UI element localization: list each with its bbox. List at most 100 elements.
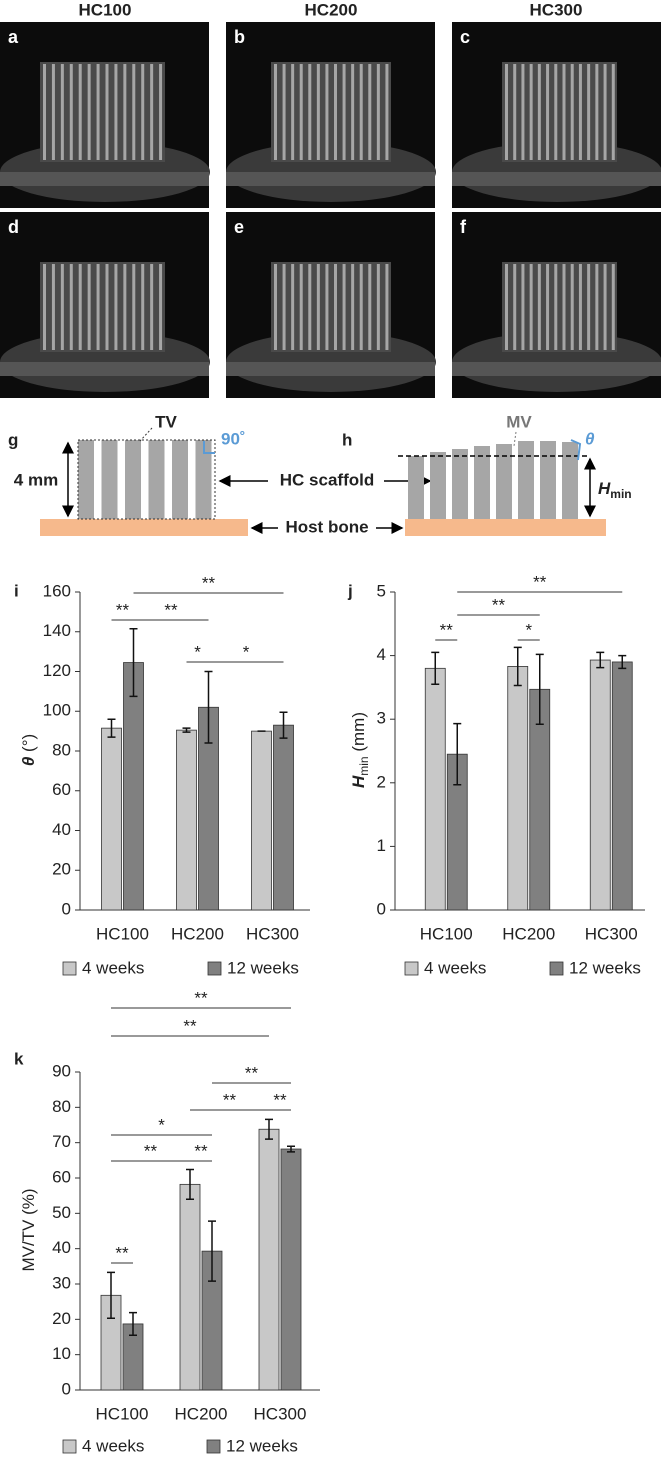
schematic-h: h MV θ Hmin	[342, 412, 632, 536]
y-label-unit: (°)	[19, 734, 38, 752]
strut	[359, 264, 363, 350]
y-label-unit: (mm)	[349, 712, 368, 752]
strut	[316, 64, 320, 160]
tv-label: TV	[155, 412, 177, 431]
strut	[562, 264, 566, 350]
y-tick-label: 80	[52, 740, 71, 759]
error-bar	[182, 727, 191, 733]
strut	[334, 64, 337, 160]
strut	[291, 64, 295, 160]
bar	[258, 1128, 280, 1391]
strut	[521, 264, 525, 350]
strut	[368, 264, 372, 350]
strut	[505, 64, 508, 160]
error-bar	[186, 1168, 194, 1200]
strut	[132, 64, 136, 160]
strut	[452, 449, 468, 519]
error-bar	[107, 1271, 115, 1320]
strut	[587, 264, 591, 350]
strut	[69, 64, 73, 160]
y-tick-label: 160	[43, 581, 71, 600]
hmin-subscript: min	[610, 487, 631, 501]
strut	[554, 64, 558, 160]
strut	[603, 64, 607, 160]
y-axis-label: θ (°)	[19, 734, 38, 766]
significance-label: **	[245, 1063, 259, 1082]
y-tick-label: 60	[52, 1167, 71, 1186]
strut	[282, 264, 286, 350]
strut	[159, 264, 163, 350]
host-bone	[0, 172, 209, 186]
strut	[148, 440, 165, 519]
strut	[274, 264, 277, 350]
strut	[385, 64, 389, 160]
strut	[96, 64, 100, 160]
legend-swatch	[404, 961, 419, 976]
panel-letter: b	[234, 27, 245, 47]
scaffold	[502, 62, 617, 162]
column-header: HC100	[79, 0, 132, 19]
panel-letter: a	[8, 27, 19, 47]
strut	[51, 264, 55, 350]
strut	[325, 264, 329, 350]
bar	[589, 659, 611, 911]
height-label: 4 mm	[14, 470, 58, 489]
strut	[570, 64, 574, 160]
strut	[334, 264, 337, 350]
significance-label: *	[243, 642, 250, 661]
y-label-symbol: H	[349, 775, 368, 788]
strut	[505, 264, 508, 350]
x-tick-label: HC300	[254, 1404, 307, 1423]
significance-label: **	[183, 1016, 197, 1035]
schematic-g: g TV 90˚ 4 mm HC scaffold Host bone	[8, 412, 432, 536]
x-tick-label: HC200	[171, 924, 224, 943]
theta-label: θ	[585, 429, 595, 448]
y-tick-label: 20	[52, 1309, 71, 1328]
panel-letter: i	[14, 581, 19, 600]
strut	[87, 264, 91, 350]
legend-label: 12 weeks	[227, 958, 299, 977]
strut	[195, 440, 212, 519]
chart: i 0 20 40 60 80 100 120 140 160 θ (°) HC100 HC200 HC3…	[14, 573, 310, 977]
bar	[611, 661, 633, 911]
error-bar	[204, 670, 213, 744]
y-tick-label: 90	[52, 1061, 71, 1080]
error-bar	[513, 646, 522, 687]
strut	[132, 264, 136, 350]
error-bar	[287, 1145, 295, 1153]
legend-label: 4 weeks	[424, 958, 486, 977]
strut	[60, 264, 64, 350]
error-bar	[453, 722, 462, 786]
strut	[172, 440, 188, 519]
strut	[595, 64, 599, 160]
x-tick-label: HC200	[175, 1404, 228, 1423]
strut	[123, 64, 127, 160]
strut	[554, 264, 558, 350]
y-tick-label: 50	[52, 1203, 71, 1222]
angle-mark	[570, 439, 582, 461]
error-bar	[279, 711, 288, 739]
scaffold	[502, 262, 617, 352]
chart: k 0 10 20 30 40 50 60 70 80 90 MV/TV (%) HC100 HC200 H…	[14, 988, 320, 1455]
strut	[69, 264, 73, 350]
tv-outline	[77, 439, 216, 520]
strut	[359, 64, 363, 160]
strut	[546, 64, 550, 160]
significance-label: *	[194, 642, 201, 661]
strut	[150, 64, 154, 160]
strut	[78, 440, 94, 519]
host-bone	[405, 519, 606, 536]
y-tick-label: 80	[52, 1097, 71, 1116]
strut	[611, 264, 615, 350]
strut	[611, 64, 615, 160]
strut	[518, 441, 534, 519]
host-bone	[0, 362, 209, 376]
strut	[51, 64, 55, 160]
legend-label: 4 weeks	[82, 958, 144, 977]
error-bar	[618, 654, 627, 670]
mv-label: MV	[506, 412, 532, 431]
y-tick-label: 0	[377, 899, 386, 918]
strut	[105, 264, 109, 350]
bar	[179, 1183, 201, 1391]
